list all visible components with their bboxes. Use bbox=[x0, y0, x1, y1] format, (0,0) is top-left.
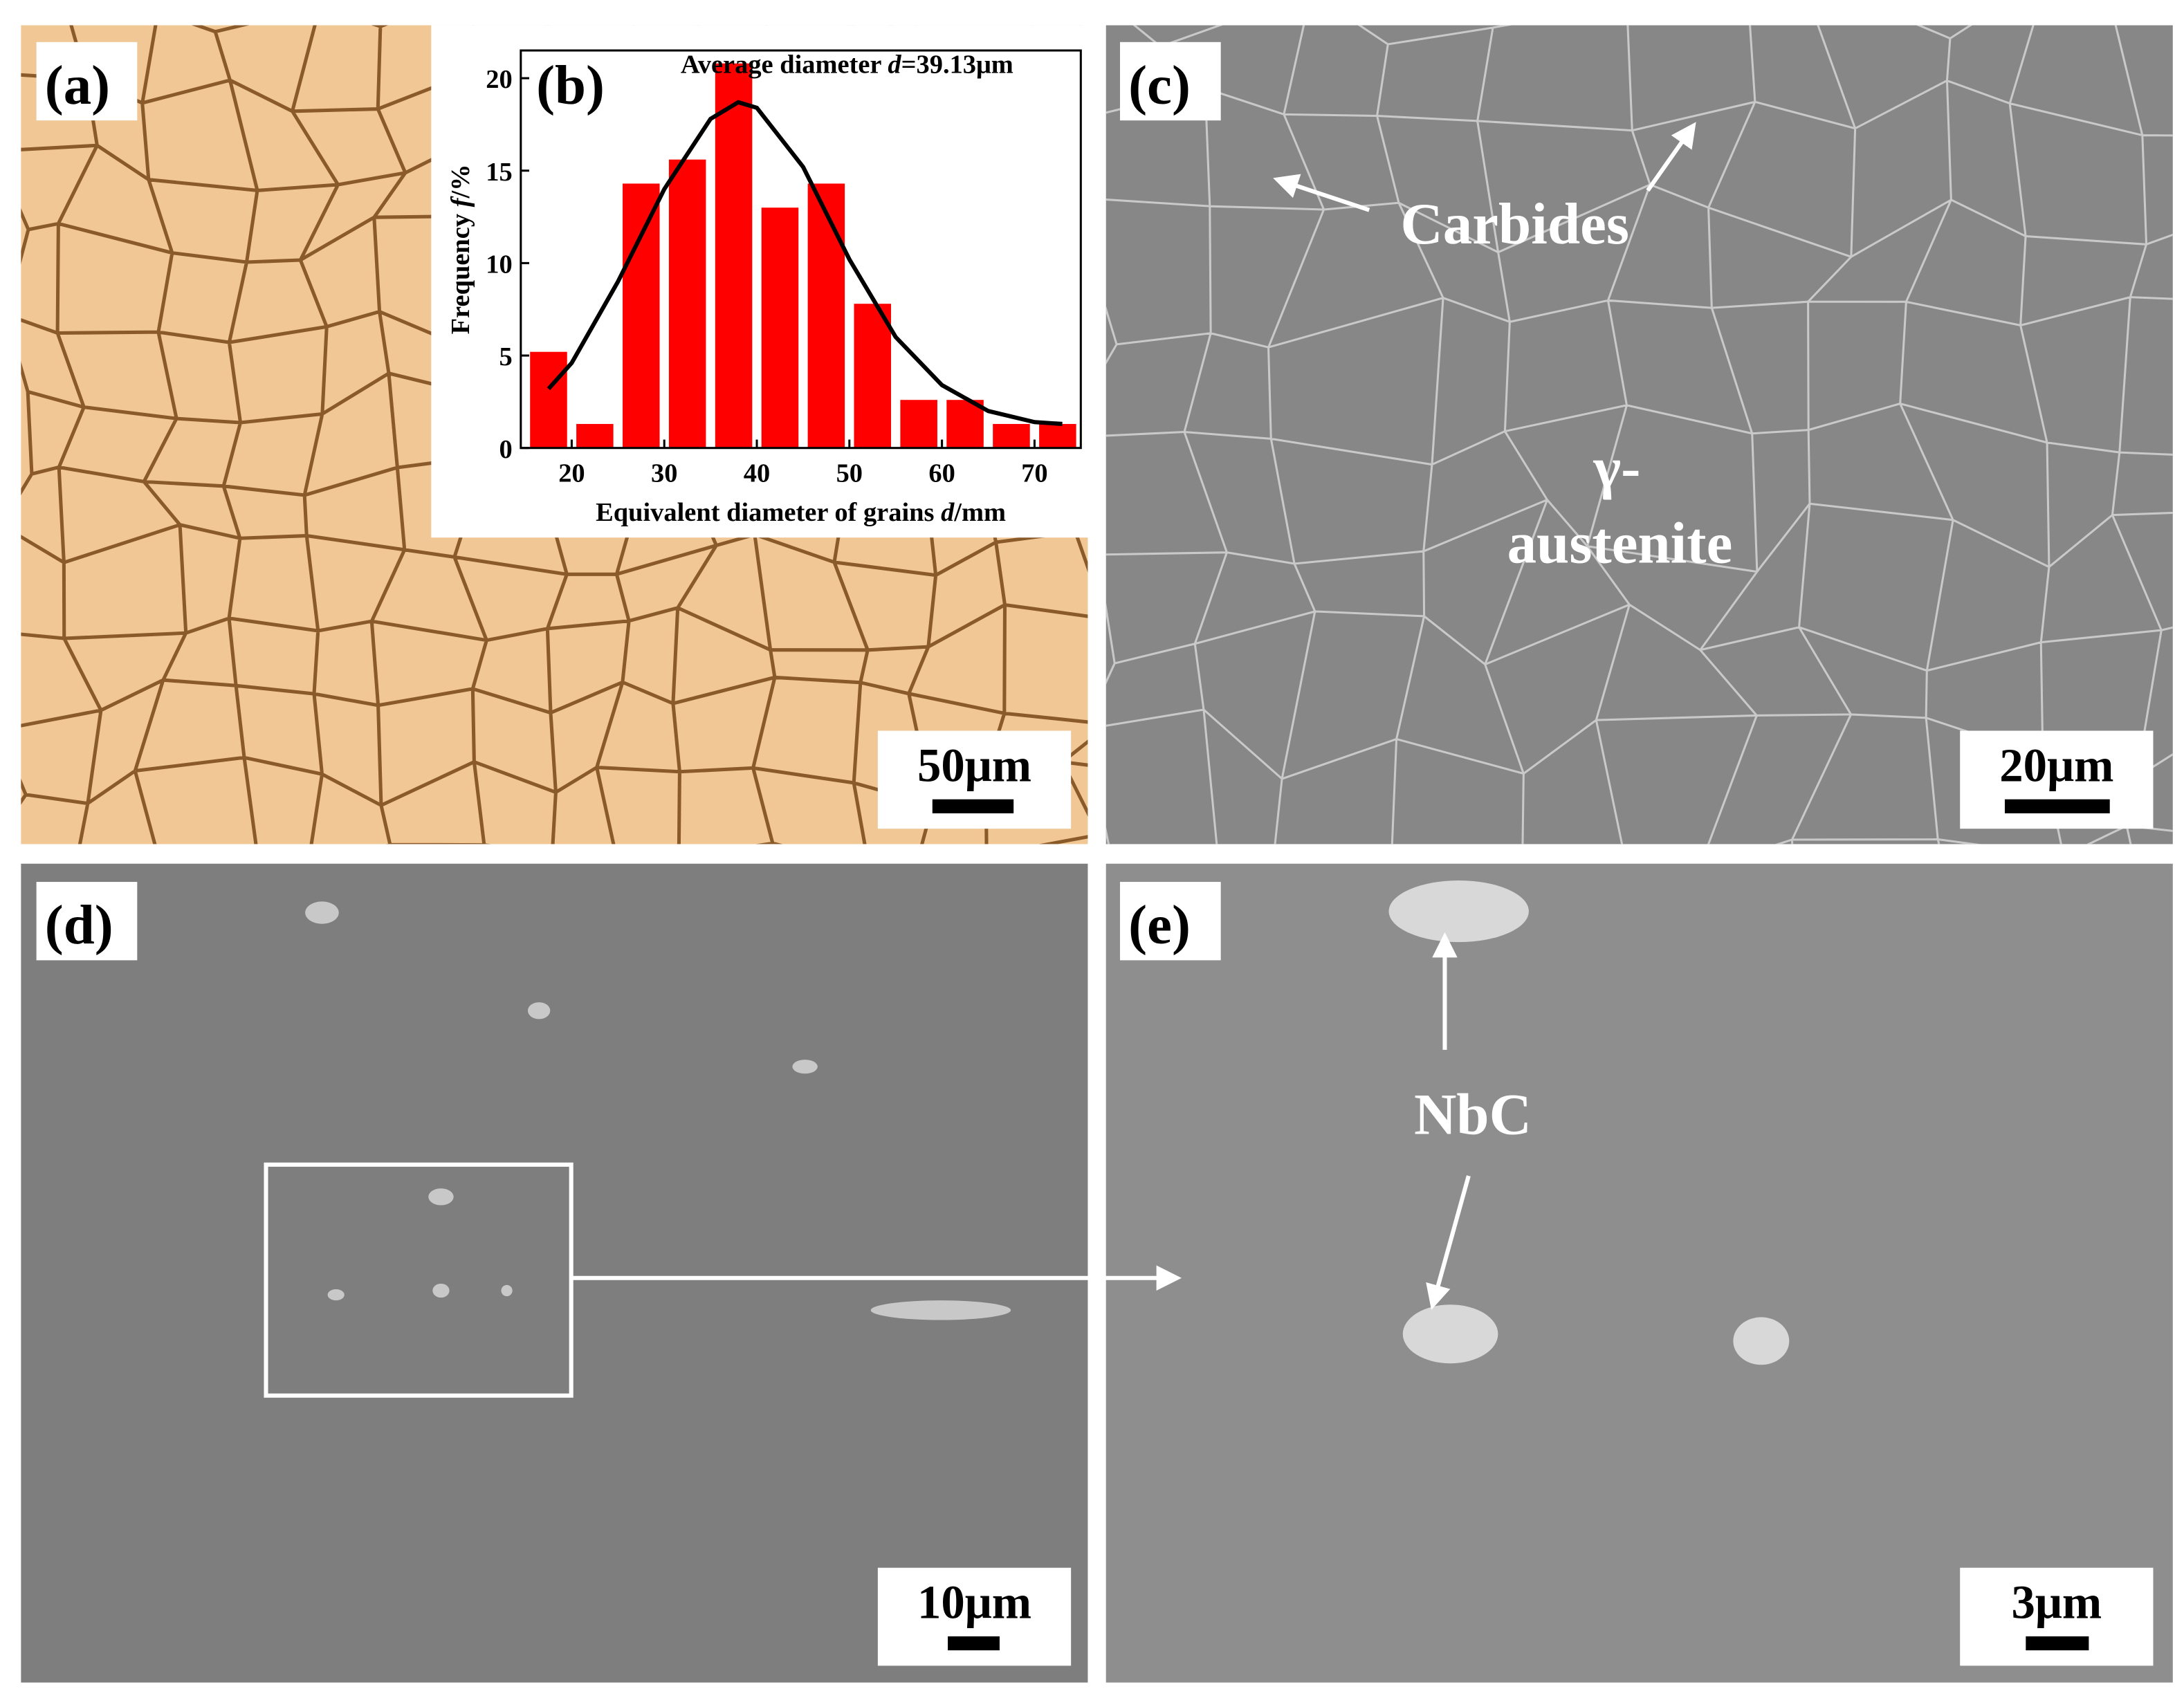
annotation: γ- bbox=[1593, 435, 1640, 500]
grain-boundaries bbox=[1105, 25, 2173, 845]
annotation: Carbides bbox=[1400, 192, 1629, 257]
x-tick-label: 40 bbox=[744, 459, 770, 488]
bar bbox=[993, 423, 1030, 448]
annotation-part: =39.13μm bbox=[901, 50, 1013, 79]
panel-label: (c) bbox=[1128, 54, 1191, 116]
y-tick-label: 5 bbox=[499, 342, 512, 371]
bar bbox=[1039, 423, 1076, 448]
annotation-part: Average diameter bbox=[681, 50, 888, 79]
bar bbox=[668, 159, 706, 448]
bar bbox=[623, 183, 660, 448]
annotation: NbC bbox=[1414, 1082, 1532, 1147]
particles bbox=[305, 880, 1790, 1365]
panel-label: (d) bbox=[45, 894, 113, 956]
bar bbox=[807, 183, 845, 448]
panel-label: (a) bbox=[45, 54, 110, 116]
bar bbox=[715, 63, 753, 448]
scale-bar-label: 20μm bbox=[1999, 739, 2113, 791]
scale-bar-label: 3μm bbox=[2011, 1576, 2102, 1629]
annotation: austenite bbox=[1507, 511, 1733, 576]
x-axis-label-part: d bbox=[941, 498, 955, 527]
scale-bar-label: 10μm bbox=[917, 1576, 1031, 1629]
x-axis-label-part: Equivalent diameter of grains bbox=[596, 498, 941, 527]
bar bbox=[900, 400, 937, 448]
y-axis-label-part: /% bbox=[446, 164, 475, 199]
x-tick-label: 50 bbox=[836, 459, 863, 488]
grain-boundary bbox=[1105, 25, 2173, 845]
bar bbox=[946, 400, 984, 448]
y-axis-label-part: Frequency bbox=[446, 207, 475, 334]
x-axis-label: Equivalent diameter of grains d/mm bbox=[596, 498, 1006, 527]
scale-bars bbox=[932, 799, 2110, 1651]
x-axis-label-part: /mm bbox=[953, 498, 1006, 527]
bar bbox=[576, 423, 614, 448]
x-tick-label: 20 bbox=[558, 459, 585, 488]
scale-bar-label: 50μm bbox=[917, 739, 1031, 791]
x-tick-label: 70 bbox=[1021, 459, 1047, 488]
y-axis-label: Frequency f/% bbox=[446, 164, 475, 334]
y-tick-label: 0 bbox=[499, 435, 512, 464]
x-tick-label: 30 bbox=[651, 459, 677, 488]
bar bbox=[530, 351, 567, 448]
panel-label: (e) bbox=[1128, 894, 1191, 956]
micrograph-d bbox=[21, 863, 1088, 1683]
panel-label: (b) bbox=[536, 54, 605, 116]
micrograph-e bbox=[1105, 863, 2173, 1683]
arrows bbox=[1273, 122, 1696, 1310]
y-axis-label-part: f bbox=[446, 196, 475, 207]
annotation: Average diameter d=39.13μm bbox=[681, 50, 1013, 79]
y-tick-label: 10 bbox=[486, 250, 512, 279]
micrograph-c bbox=[1105, 25, 2173, 845]
fit-curve bbox=[547, 100, 1063, 426]
bar bbox=[854, 304, 892, 448]
annotation-part: d bbox=[888, 50, 901, 79]
axes-frame bbox=[520, 49, 1082, 450]
bar bbox=[761, 207, 799, 448]
y-tick-label: 15 bbox=[486, 158, 512, 187]
y-tick-label: 20 bbox=[486, 65, 512, 94]
x-tick-label: 60 bbox=[928, 459, 955, 488]
